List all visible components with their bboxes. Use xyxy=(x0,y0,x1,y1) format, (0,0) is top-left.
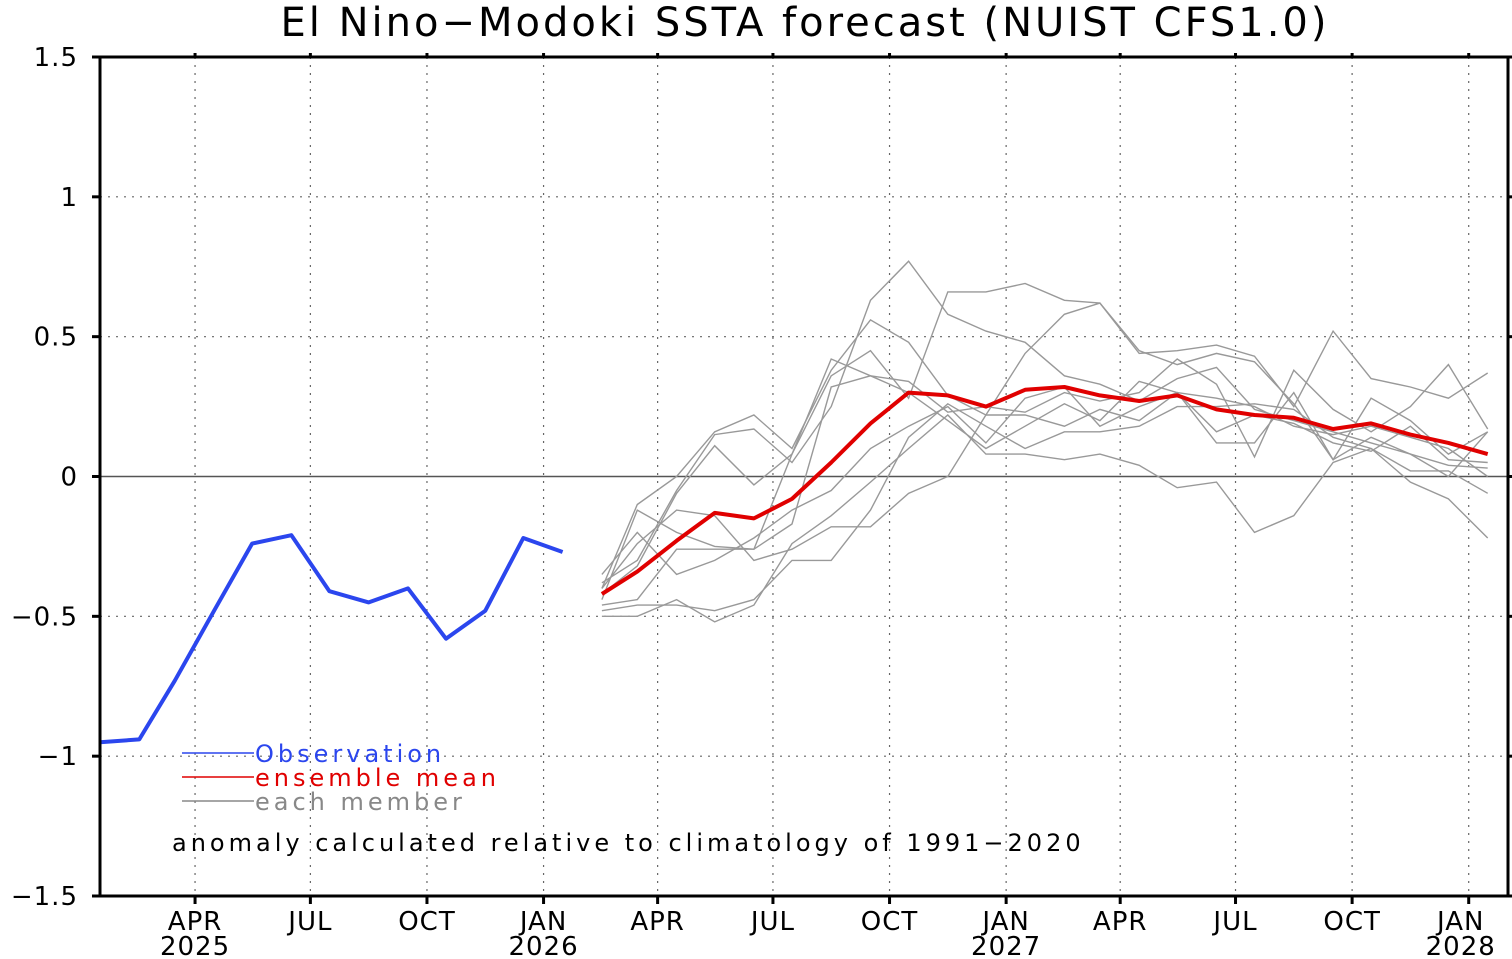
x-tick-month-label: JUL xyxy=(749,907,795,937)
member-line xyxy=(601,414,1489,623)
x-tick-year-label: 2027 xyxy=(971,932,1041,959)
ensemble-mean-line xyxy=(600,385,1489,596)
y-tick-label: −1.5 xyxy=(11,882,78,912)
observation-group xyxy=(99,533,564,745)
legend-observation-label: Observation xyxy=(255,740,445,768)
grid-lines xyxy=(100,57,1508,896)
member-line xyxy=(601,375,1488,606)
x-tick-year-label: 2028 xyxy=(1426,932,1496,959)
x-tick-month-label: JAN xyxy=(1435,907,1484,937)
x-tick-month-label: JAN xyxy=(980,907,1029,937)
member-line xyxy=(601,391,1489,589)
x-tick-month-label: JUL xyxy=(1211,907,1257,937)
x-tick-month-label: OCT xyxy=(861,907,919,937)
observation-line xyxy=(99,533,564,745)
legend-each-member-label: each member xyxy=(255,788,466,816)
legend-ensemble-mean-label: ensemble mean xyxy=(255,764,500,792)
y-tick-label: −0.5 xyxy=(11,602,78,632)
y-tick-label: 0 xyxy=(60,463,78,493)
y-tick-label: −1 xyxy=(38,742,78,772)
x-tick-month-label: APR xyxy=(630,907,685,937)
member-line xyxy=(601,282,1489,595)
member-line xyxy=(601,302,1489,589)
legend: Observation ensemble mean each member xyxy=(182,740,500,816)
member-line xyxy=(601,402,1489,612)
y-tick-label: 0.5 xyxy=(34,323,78,353)
x-tick-year-label: 2026 xyxy=(508,932,578,959)
x-tick-month-label: APR xyxy=(168,907,223,937)
ensemble-mean-group xyxy=(600,385,1489,596)
member-line xyxy=(601,358,1489,600)
x-tick-year-label: 2025 xyxy=(160,932,230,959)
x-tick-month-label: OCT xyxy=(398,907,456,937)
x-tick-month-label: JAN xyxy=(518,907,567,937)
member-lines xyxy=(601,260,1489,623)
x-tick-month-label: OCT xyxy=(1323,907,1381,937)
x-tick-month-label: APR xyxy=(1093,907,1148,937)
member-line xyxy=(601,386,1489,576)
climatology-note: anomaly calculated relative to climatolo… xyxy=(172,829,1085,857)
y-axis-ticks: −1.5 −1 −0.5 0 0.5 1 1.5 xyxy=(11,43,1512,912)
y-tick-label: 1.5 xyxy=(34,43,78,73)
y-tick-label: 1 xyxy=(60,183,78,213)
chart-title: El Nino−Modoki SSTA forecast (NUIST CFS1… xyxy=(281,0,1330,46)
x-tick-month-label: JUL xyxy=(286,907,332,937)
